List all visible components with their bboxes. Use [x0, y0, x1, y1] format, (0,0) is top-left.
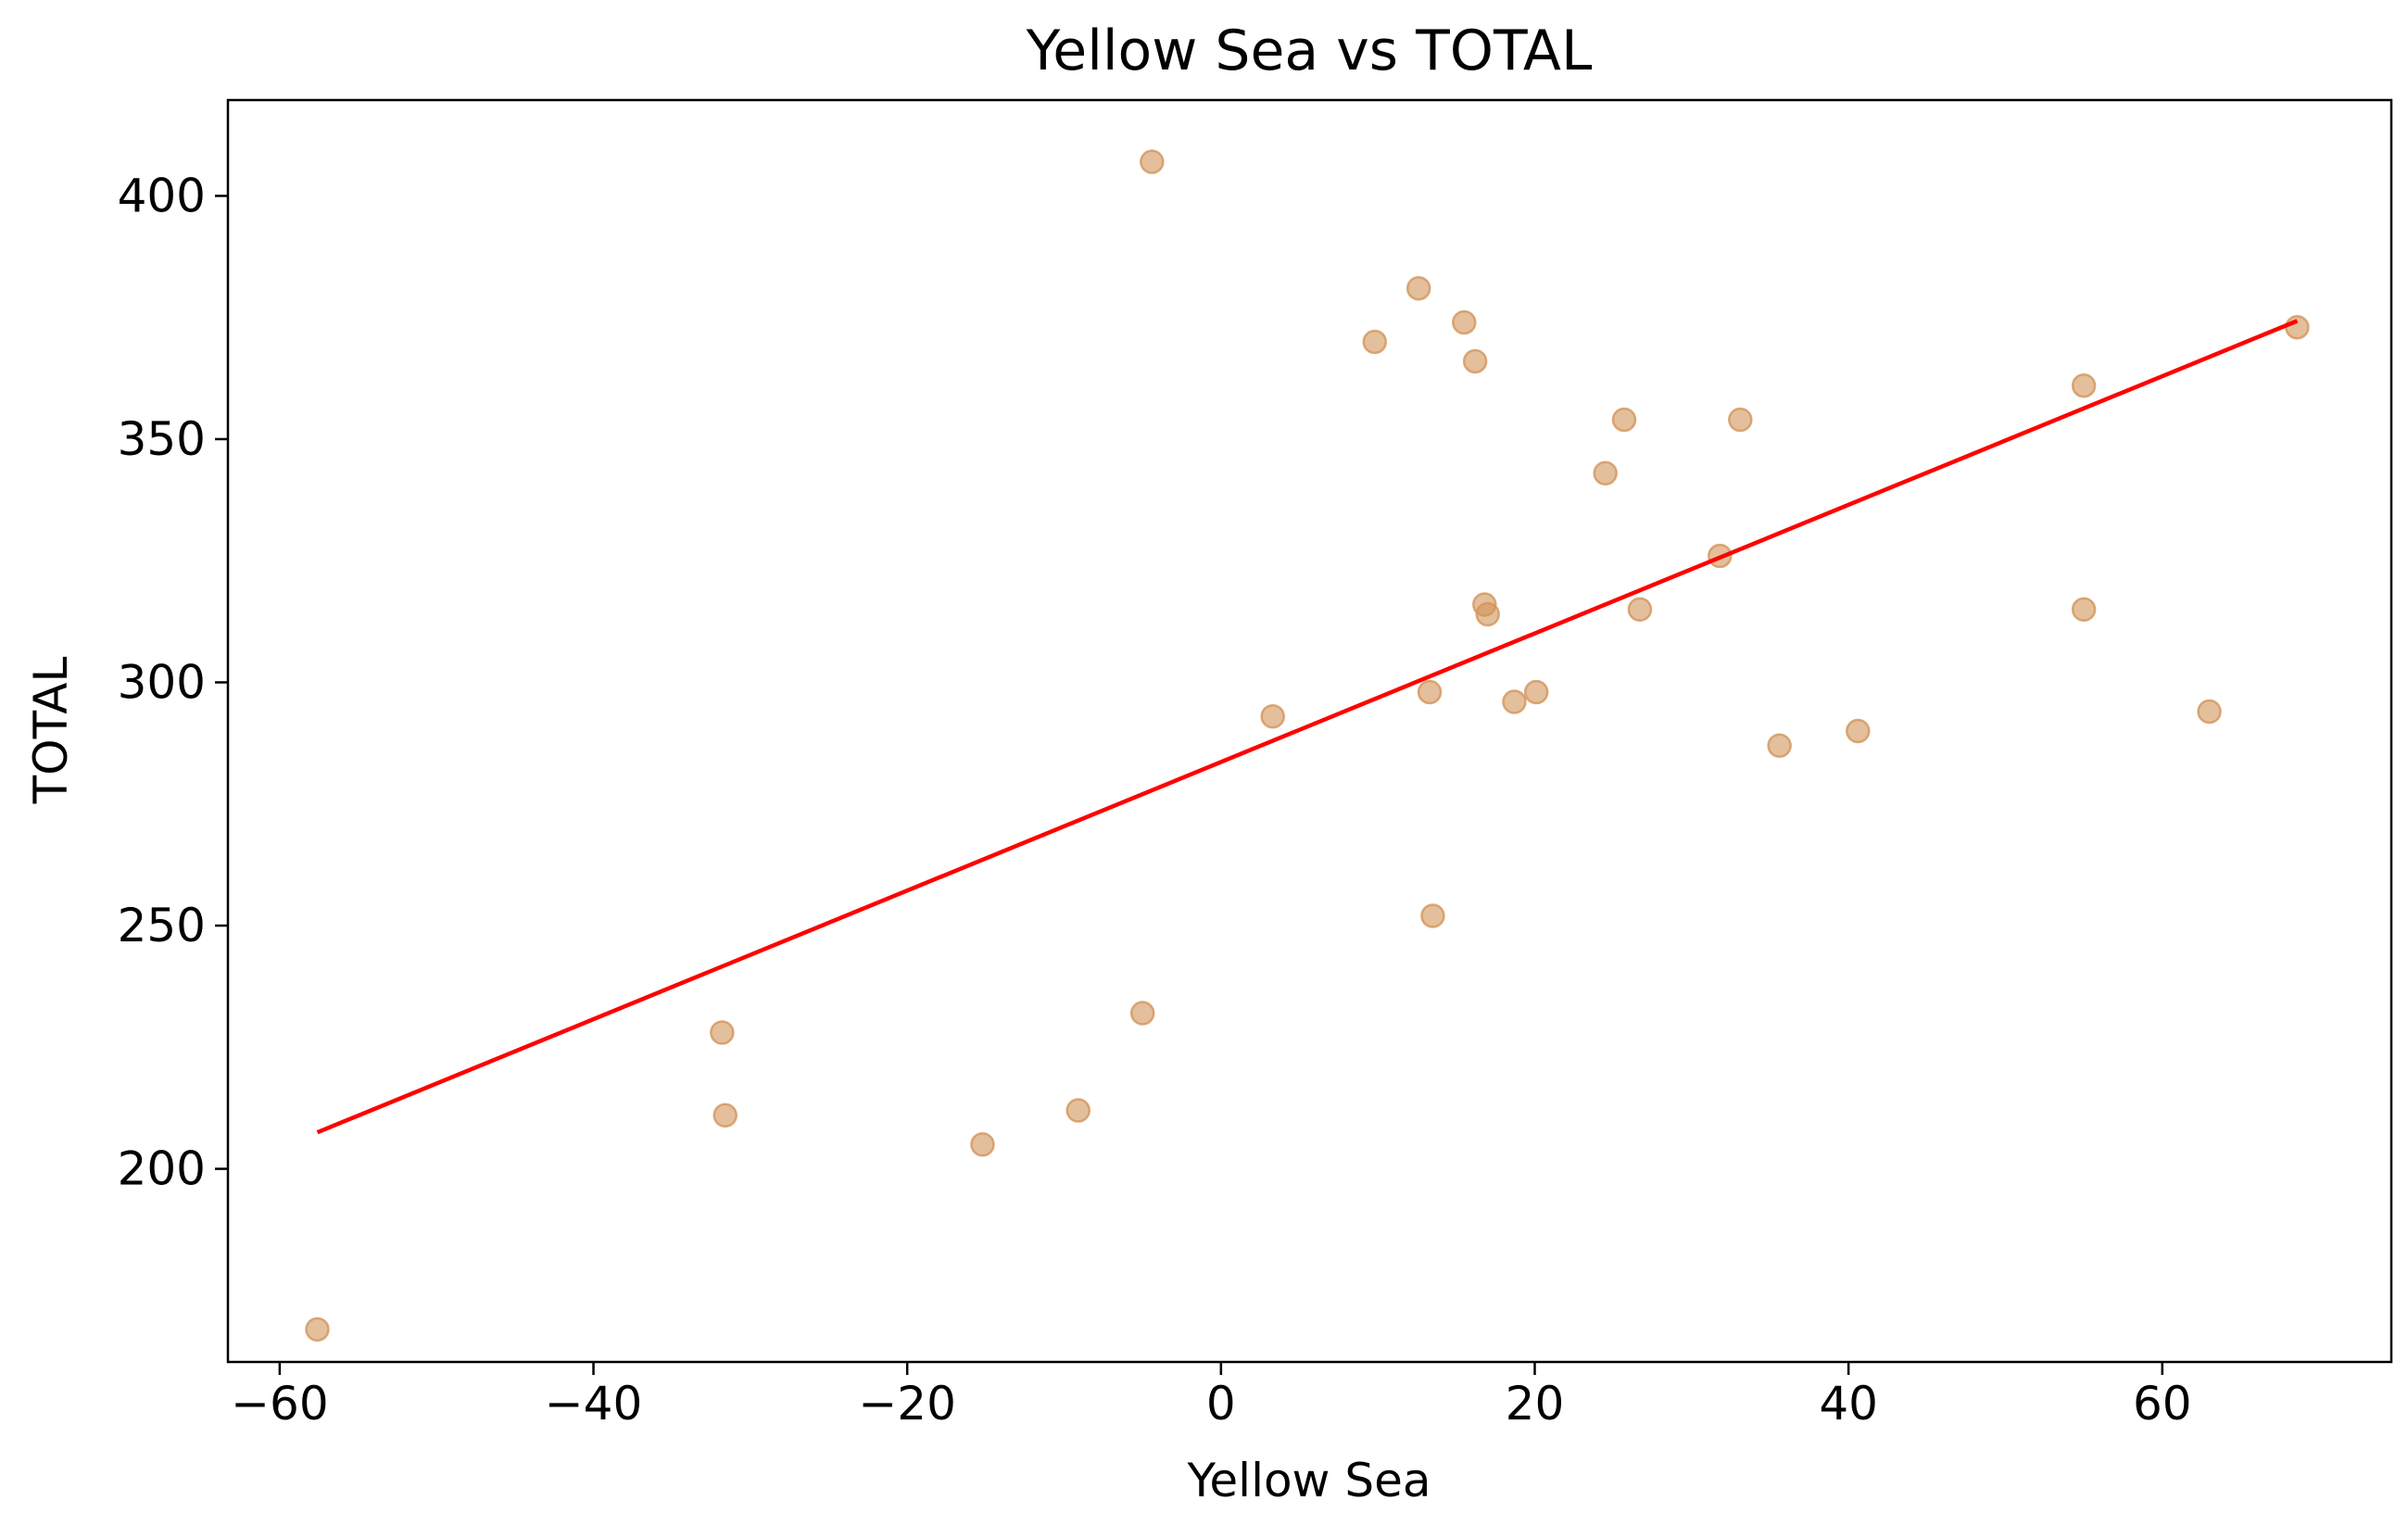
data-point: [1627, 597, 1653, 622]
data-point: [1129, 1001, 1155, 1026]
trendline: [316, 319, 2299, 1135]
x-tick-label: 40: [1819, 1377, 1878, 1431]
trendline-group: [316, 319, 2299, 1135]
x-tick-label: −60: [231, 1377, 329, 1431]
y-axis-ticks: 200 250 300 350 400: [118, 169, 228, 1196]
data-point: [1462, 348, 1488, 374]
data-point: [712, 1103, 738, 1128]
x-tick-label: 60: [2133, 1377, 2192, 1431]
data-point: [2197, 699, 2222, 725]
data-point: [1260, 703, 1285, 729]
data-point: [1065, 1098, 1091, 1123]
data-point: [1475, 601, 1500, 627]
data-point: [1611, 407, 1637, 433]
x-tick-label: −40: [545, 1377, 643, 1431]
data-point: [2071, 372, 2097, 398]
y-axis-label: TOTAL: [24, 657, 78, 805]
data-point: [2285, 314, 2310, 340]
data-point: [1406, 275, 1431, 301]
data-point: [1846, 718, 1871, 744]
data-point: [1593, 460, 1618, 485]
data-point: [1523, 679, 1549, 705]
y-tick-label: 300: [118, 655, 206, 709]
data-point: [1502, 689, 1527, 714]
x-axis-label: Yellow Sea: [1187, 1454, 1431, 1507]
data-point: [970, 1132, 995, 1157]
x-tick-label: −20: [858, 1377, 956, 1431]
data-point: [1420, 903, 1445, 928]
plot-area-frame: [226, 98, 2393, 1364]
y-tick-label: 250: [118, 899, 206, 952]
data-point: [1728, 407, 1753, 433]
chart-title: Yellow Sea vs TOTAL: [1026, 19, 1593, 83]
data-point: [305, 1317, 330, 1343]
data-point: [1362, 329, 1388, 355]
data-point: [1452, 309, 1477, 335]
x-axis-ticks: −60 −40 −20 0 20 40 60: [231, 1362, 2192, 1431]
data-point: [710, 1020, 735, 1045]
y-tick-label: 200: [118, 1142, 206, 1196]
y-tick-label: 350: [118, 412, 206, 466]
data-point: [1417, 679, 1443, 705]
data-point: [1767, 733, 1792, 759]
data-point: [1140, 149, 1165, 174]
x-tick-label: 20: [1506, 1377, 1565, 1431]
y-tick-label: 400: [118, 169, 206, 222]
data-point: [2071, 597, 2097, 622]
x-tick-label: 0: [1206, 1377, 1236, 1431]
scatter-points: [305, 149, 2310, 1343]
